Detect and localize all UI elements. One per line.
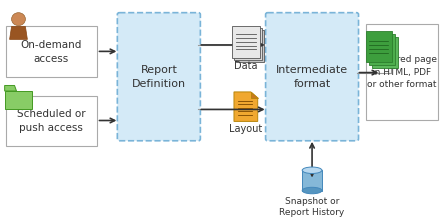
Text: Snapshot or
Report History: Snapshot or Report History <box>280 196 345 217</box>
Text: Layout: Layout <box>229 124 262 134</box>
Text: Intermediate
format: Intermediate format <box>276 65 348 89</box>
Bar <box>302 170 322 191</box>
Bar <box>234 28 262 60</box>
Text: Rendered page
in HTML, PDF
or other format: Rendered page in HTML, PDF or other form… <box>367 55 437 89</box>
Bar <box>6 96 97 146</box>
Bar <box>4 91 32 110</box>
Text: Report
Definition: Report Definition <box>132 65 186 89</box>
Text: Data: Data <box>234 61 258 71</box>
Bar <box>369 34 395 65</box>
Polygon shape <box>4 85 17 91</box>
Polygon shape <box>10 26 27 39</box>
Bar <box>367 31 392 62</box>
Bar <box>372 37 398 68</box>
Polygon shape <box>251 92 258 98</box>
Bar <box>6 26 97 77</box>
Text: Scheduled or
push access: Scheduled or push access <box>17 109 86 133</box>
Circle shape <box>12 13 25 26</box>
FancyBboxPatch shape <box>266 13 359 141</box>
Ellipse shape <box>302 187 322 194</box>
Bar <box>367 24 438 120</box>
Bar <box>232 26 260 58</box>
FancyBboxPatch shape <box>117 13 200 141</box>
Bar <box>236 30 264 62</box>
Polygon shape <box>234 92 258 121</box>
Ellipse shape <box>302 167 322 173</box>
Text: On-demand
access: On-demand access <box>21 40 82 64</box>
